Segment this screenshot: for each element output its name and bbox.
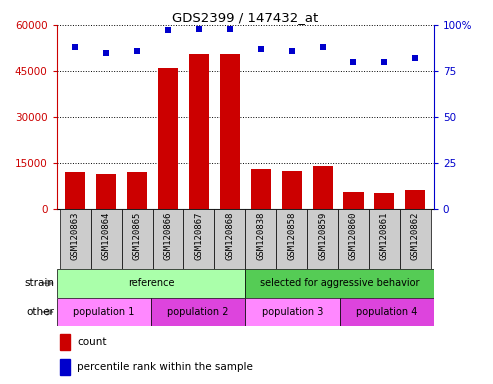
- Bar: [374, 193, 394, 209]
- Bar: [152, 209, 183, 269]
- Bar: [307, 209, 338, 269]
- Bar: [60, 209, 91, 269]
- Bar: [245, 269, 434, 298]
- Text: GSM120868: GSM120868: [225, 212, 234, 260]
- Bar: [57, 298, 151, 326]
- Point: [71, 44, 79, 50]
- Bar: [122, 209, 152, 269]
- Text: other: other: [26, 307, 54, 317]
- Bar: [220, 54, 240, 209]
- Title: GDS2399 / 147432_at: GDS2399 / 147432_at: [172, 11, 318, 24]
- Text: GSM120865: GSM120865: [133, 212, 141, 260]
- Bar: [245, 209, 276, 269]
- Text: GSM120860: GSM120860: [349, 212, 358, 260]
- Text: GSM120859: GSM120859: [318, 212, 327, 260]
- Bar: [61, 359, 70, 375]
- Bar: [57, 269, 245, 298]
- Bar: [340, 298, 434, 326]
- Text: population 1: population 1: [73, 307, 135, 317]
- Bar: [61, 334, 70, 350]
- Bar: [127, 172, 147, 209]
- Bar: [250, 169, 271, 209]
- Text: population 2: population 2: [168, 307, 229, 317]
- Text: GSM120864: GSM120864: [102, 212, 110, 260]
- Text: GSM120861: GSM120861: [380, 212, 389, 260]
- Bar: [189, 54, 209, 209]
- Text: population 4: population 4: [356, 307, 418, 317]
- Bar: [96, 174, 116, 209]
- Bar: [344, 192, 363, 209]
- Point: [318, 44, 326, 50]
- Bar: [282, 171, 302, 209]
- Point: [102, 50, 110, 56]
- Bar: [151, 298, 245, 326]
- Bar: [313, 166, 333, 209]
- Bar: [91, 209, 122, 269]
- Bar: [245, 298, 340, 326]
- Point: [133, 48, 141, 54]
- Text: GSM120862: GSM120862: [411, 212, 420, 260]
- Point: [381, 59, 388, 65]
- Text: population 3: population 3: [262, 307, 323, 317]
- Point: [257, 46, 265, 52]
- Text: GSM120858: GSM120858: [287, 212, 296, 260]
- Point: [164, 27, 172, 33]
- Text: GSM120866: GSM120866: [164, 212, 173, 260]
- Point: [195, 26, 203, 32]
- Point: [350, 59, 357, 65]
- Point: [288, 48, 296, 54]
- Bar: [158, 68, 178, 209]
- Bar: [400, 209, 431, 269]
- Text: count: count: [77, 337, 106, 347]
- Bar: [183, 209, 214, 269]
- Bar: [276, 209, 307, 269]
- Bar: [65, 172, 85, 209]
- Text: percentile rank within the sample: percentile rank within the sample: [77, 362, 253, 372]
- Text: GSM120867: GSM120867: [194, 212, 204, 260]
- Bar: [405, 190, 425, 209]
- Text: reference: reference: [128, 278, 174, 288]
- Text: selected for aggressive behavior: selected for aggressive behavior: [260, 278, 420, 288]
- Bar: [369, 209, 400, 269]
- Point: [226, 26, 234, 32]
- Text: GSM120838: GSM120838: [256, 212, 265, 260]
- Bar: [338, 209, 369, 269]
- Bar: [214, 209, 245, 269]
- Text: strain: strain: [24, 278, 54, 288]
- Text: GSM120863: GSM120863: [70, 212, 80, 260]
- Point: [411, 55, 419, 61]
